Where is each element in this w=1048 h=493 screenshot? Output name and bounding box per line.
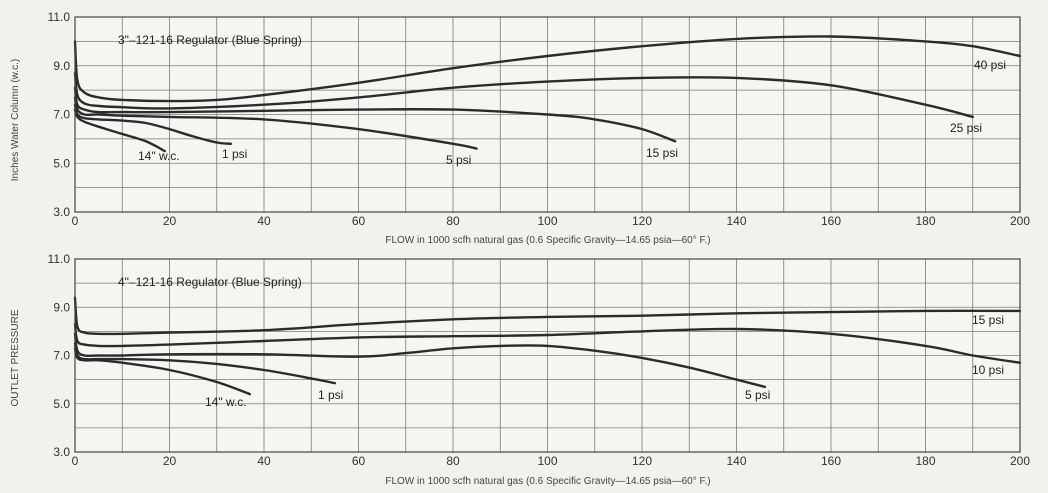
y-tick-label: 5.0 xyxy=(53,397,70,411)
x-tick-label: 80 xyxy=(446,454,460,468)
y-tick-label: 11.0 xyxy=(48,252,71,266)
x-tick-label: 100 xyxy=(537,454,557,468)
x-tick-label: 180 xyxy=(915,454,935,468)
x-axis-label: FLOW in 1000 scfh natural gas (0.6 Speci… xyxy=(385,476,710,487)
curves xyxy=(73,296,1022,396)
series-line xyxy=(73,296,1022,336)
x-tick-labels: 0 20 40 60 80 100 120 140 160 180 200 xyxy=(72,454,1031,468)
y-tick-label: 5.0 xyxy=(53,156,70,170)
series-line xyxy=(73,342,337,385)
x-tick-label: 0 xyxy=(72,454,79,468)
curve-label: 5 psi xyxy=(745,388,770,402)
x-tick-label: 120 xyxy=(632,214,652,228)
x-tick-label: 60 xyxy=(352,214,366,228)
chart-title: 3"–121-16 Regulator (Blue Spring) xyxy=(118,33,302,47)
chart-panel-4in-regulator: 0 20 40 60 80 100 120 140 160 180 200 3.0 5.0 7.0 9.0… xyxy=(10,252,1030,487)
curve-label: 14" w.c. xyxy=(205,395,247,409)
curve-label: 1 psi xyxy=(318,388,343,402)
series-line xyxy=(73,71,974,119)
series-line xyxy=(73,108,166,153)
series-line xyxy=(73,86,677,143)
curve-labels: 40 psi 25 psi 15 psi 5 psi 1 psi 14" w.c. xyxy=(138,58,1006,167)
series-line xyxy=(73,103,233,145)
x-tick-label: 180 xyxy=(915,214,935,228)
series-line xyxy=(73,332,767,389)
series-line xyxy=(73,96,478,150)
plot-frame xyxy=(74,16,1021,213)
curve-label: 10 psi xyxy=(972,363,1004,377)
curve-label: 15 psi xyxy=(646,146,678,160)
curve-labels: 15 psi 10 psi 5 psi 1 psi 14" w.c. xyxy=(205,313,1004,409)
x-tick-label: 40 xyxy=(257,454,271,468)
x-tick-label: 40 xyxy=(257,214,271,228)
y-tick-label: 3.0 xyxy=(53,205,70,219)
curve-label: 5 psi xyxy=(446,153,471,167)
x-tick-label: 0 xyxy=(72,214,79,228)
x-tick-label: 80 xyxy=(446,214,460,228)
y-tick-label: 3.0 xyxy=(53,445,70,459)
y-axis-label: OUTLET PRESSURE xyxy=(10,309,21,406)
y-tick-labels: 3.0 5.0 7.0 9.0 11.0 xyxy=(48,252,71,459)
x-tick-label: 200 xyxy=(1010,454,1030,468)
y-tick-labels: 3.0 5.0 7.0 9.0 11.0 xyxy=(48,10,71,219)
x-tick-label: 20 xyxy=(163,454,177,468)
curve-label: 15 psi xyxy=(972,313,1004,327)
curve-label: 1 psi xyxy=(222,147,247,161)
y-tick-label: 9.0 xyxy=(53,300,70,314)
x-tick-labels: 0 20 40 60 80 100 120 140 160 180 200 xyxy=(72,214,1031,228)
x-tick-label: 140 xyxy=(726,214,746,228)
x-tick-label: 200 xyxy=(1010,214,1030,228)
y-tick-label: 11.0 xyxy=(48,10,71,24)
y-tick-label: 7.0 xyxy=(53,349,70,363)
x-tick-label: 160 xyxy=(821,454,841,468)
x-tick-label: 120 xyxy=(632,454,652,468)
y-axis-label: Inches Water Column (w.c.) xyxy=(10,59,21,181)
y-tick-label: 7.0 xyxy=(53,108,70,122)
chart-panel-3in-regulator: 0 20 40 60 80 100 120 140 160 180 200 3.0 5.0 7.0 9.0… xyxy=(10,10,1030,246)
x-tick-label: 140 xyxy=(726,454,746,468)
x-tick-label: 60 xyxy=(352,454,366,468)
series-line xyxy=(73,322,1022,364)
curve-label: 14" w.c. xyxy=(138,149,180,163)
series-line xyxy=(73,347,251,396)
plot-frame xyxy=(74,258,1021,453)
curve-label: 40 psi xyxy=(974,58,1006,72)
curve-label: 25 psi xyxy=(950,121,982,135)
y-tick-label: 9.0 xyxy=(53,59,70,73)
x-tick-label: 20 xyxy=(163,214,177,228)
x-axis-label: FLOW in 1000 scfh natural gas (0.6 Speci… xyxy=(385,235,710,246)
series-line xyxy=(73,35,1022,103)
curves xyxy=(73,35,1022,153)
chart-title: 4"–121-16 Regulator (Blue Spring) xyxy=(118,275,302,289)
x-tick-label: 160 xyxy=(821,214,841,228)
x-tick-label: 100 xyxy=(537,214,557,228)
